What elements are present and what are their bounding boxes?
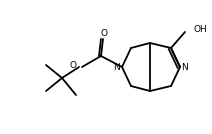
Text: OH: OH: [194, 25, 208, 34]
Text: O: O: [70, 62, 77, 70]
Text: N: N: [114, 64, 120, 72]
Text: O: O: [100, 29, 107, 38]
Text: N: N: [182, 64, 188, 72]
